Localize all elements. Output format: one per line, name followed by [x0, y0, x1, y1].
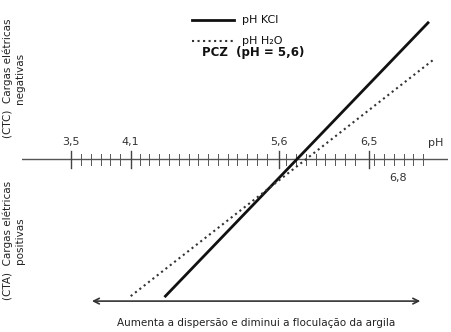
Text: (CTC)  Cargas elétricas
negativas: (CTC) Cargas elétricas negativas: [3, 19, 25, 138]
Text: pH KCl: pH KCl: [241, 15, 277, 25]
Text: 3,5: 3,5: [62, 137, 80, 147]
Text: Aumenta a dispersão e diminui a floculação da argila: Aumenta a dispersão e diminui a floculaç…: [117, 318, 394, 328]
Text: 4,1: 4,1: [122, 137, 139, 147]
Text: pH H₂O: pH H₂O: [241, 37, 281, 46]
Text: (CTA)  Cargas elétricas
positivas: (CTA) Cargas elétricas positivas: [3, 181, 25, 300]
Text: pH: pH: [427, 138, 442, 148]
Text: PCZ  (pH = 5,6): PCZ (pH = 5,6): [202, 46, 304, 59]
Text: 6,5: 6,5: [359, 137, 377, 147]
Text: 5,6: 5,6: [270, 137, 287, 147]
Text: 6,8: 6,8: [389, 173, 406, 183]
